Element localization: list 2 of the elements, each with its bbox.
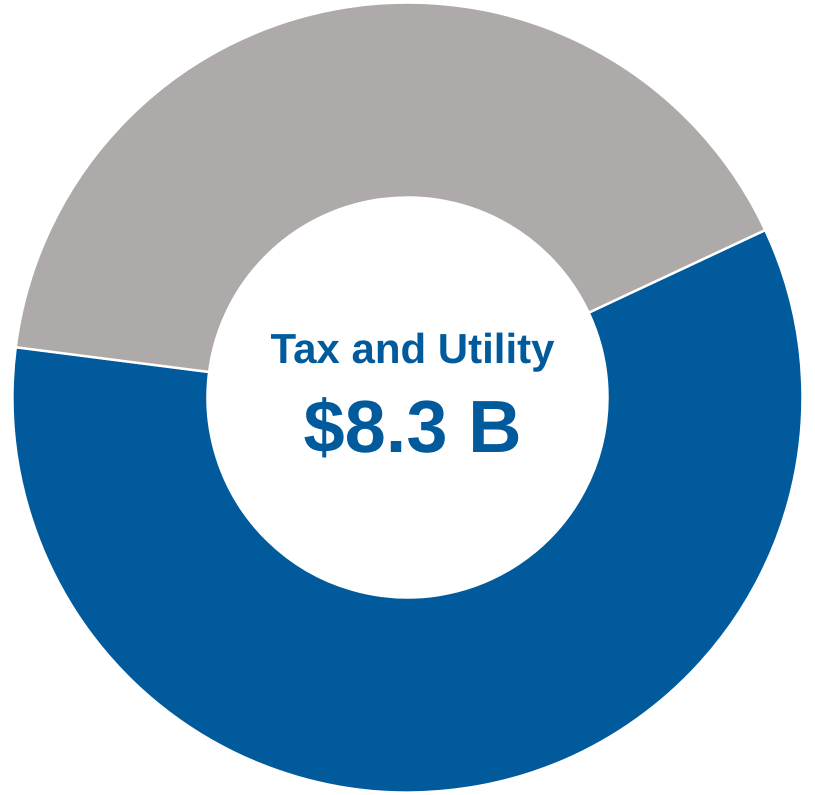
text: Tax and Utility: [270, 325, 556, 372]
text: $8.3 B: [303, 385, 522, 468]
